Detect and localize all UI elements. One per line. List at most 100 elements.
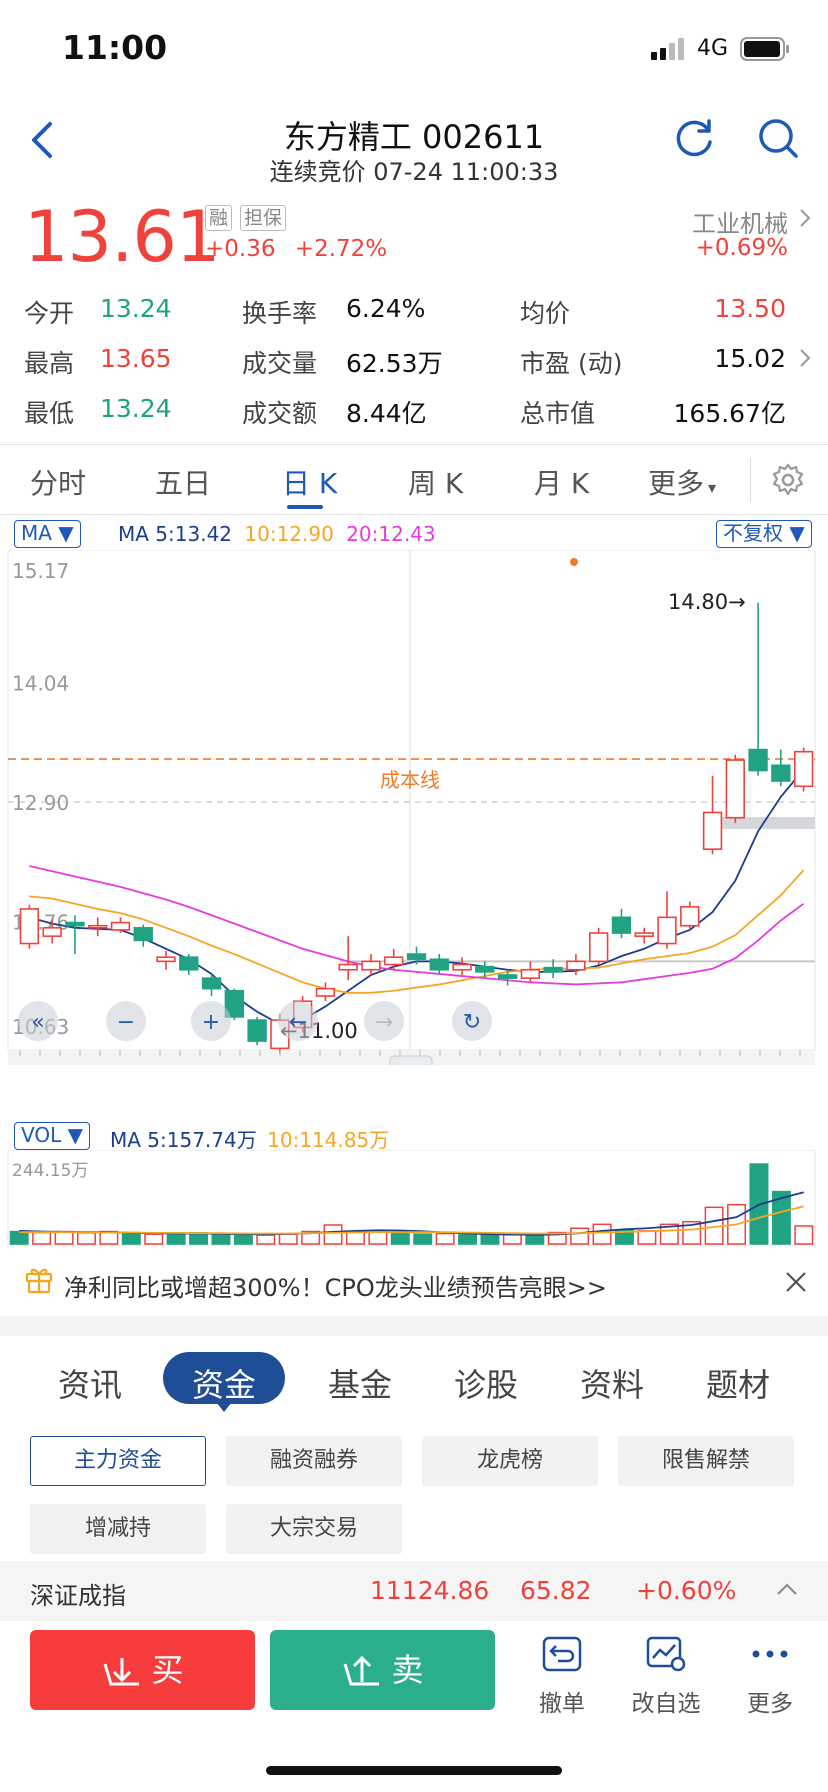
caret-down-icon: ▾ (708, 478, 717, 497)
tab-more-label: 更多 (648, 467, 705, 500)
promo-banner-text[interactable]: 净利同比或增超300%！CPO龙头业绩预告亮眼>> (64, 1274, 607, 1302)
ma10-line (29, 869, 805, 994)
stat-pe[interactable]: 15.02 (714, 344, 786, 373)
volume-bar (76, 1232, 96, 1245)
tab-monthly-k[interactable]: 月 K (534, 467, 590, 500)
zoom-reset-icon[interactable]: « (18, 1001, 58, 1041)
stat-volume: 62.53万 (346, 349, 443, 378)
pan-left-icon[interactable]: ← (278, 1001, 318, 1041)
battery-icon (740, 37, 789, 61)
adjust-selector[interactable]: 不复权 ▼ (716, 520, 812, 548)
more-label[interactable]: 更多 (747, 1691, 793, 1717)
subtab-news[interactable]: 资讯 (58, 1366, 123, 1404)
refresh-icon[interactable] (672, 116, 716, 160)
volume-bar (9, 1230, 29, 1245)
collateral-badge: 担保 (240, 205, 287, 231)
back-icon[interactable] (24, 118, 60, 162)
ma-selector[interactable]: MA ▼ (14, 520, 81, 548)
sector-name[interactable]: 工业机械 (692, 210, 788, 238)
tab-daily-k[interactable]: 日 K (282, 467, 338, 500)
edit-watchlist-label[interactable]: 改自选 (631, 1691, 701, 1717)
search-icon[interactable] (756, 116, 800, 160)
vol-ma10-line (19, 1205, 805, 1235)
candle-body (133, 927, 153, 942)
margin-badge: 融 (205, 205, 233, 231)
stat-label-open: 今开 (24, 299, 75, 328)
candle-body (315, 987, 336, 997)
stat-label-turnover: 换手率 (242, 299, 318, 328)
candle-body (725, 759, 745, 819)
cost-line-label: 成本线 (380, 768, 440, 792)
stat-amount: 8.44亿 (346, 399, 427, 428)
volume-bar (189, 1232, 209, 1245)
change-percent: +2.72% (294, 236, 388, 262)
chip-block-trade[interactable]: 大宗交易 (226, 1504, 402, 1554)
stat-label-amount: 成交额 (242, 399, 318, 428)
chip-main-funds[interactable]: 主力资金 (30, 1436, 206, 1486)
y-tick-label: 14.04 (12, 671, 69, 695)
last-price: 13.61 (24, 196, 220, 278)
volume-bar (659, 1223, 679, 1245)
rotate-icon[interactable]: ↻ (452, 1001, 492, 1041)
kline-chart[interactable]: 15.1714.0412.9011.7610.63成本线14.80→←11.00… (0, 550, 828, 1065)
chevron-up-icon[interactable] (776, 1582, 798, 1596)
section-gap (0, 1316, 828, 1336)
ma20-value: 20:12.43 (346, 522, 436, 546)
cancel-order-icon[interactable] (540, 1634, 584, 1674)
chevron-right-icon[interactable] (798, 206, 812, 230)
stat-label-pe[interactable]: 市盈 (动) (520, 349, 623, 378)
chevron-right-icon[interactable] (798, 346, 812, 370)
cancel-order-label[interactable]: 撤单 (539, 1691, 585, 1717)
candle-body (88, 924, 108, 929)
subtab-diagnosis[interactable]: 诊股 (454, 1366, 519, 1404)
ma5-value: MA 5:13.42 (118, 522, 233, 546)
subtab-theme[interactable]: 题材 (706, 1366, 771, 1404)
gear-icon[interactable] (770, 462, 806, 498)
tab-more[interactable]: 更多 ▾ (648, 462, 716, 502)
volume-chart[interactable]: 244.15万 (0, 1150, 828, 1246)
volume-bar (323, 1224, 343, 1245)
chip-unlock[interactable]: 限售解禁 (618, 1436, 794, 1486)
price-change: +0.36 +2.72% (205, 236, 387, 262)
download-arrow-icon (104, 1658, 140, 1686)
volume-bar (413, 1233, 433, 1245)
candle-body (156, 956, 176, 963)
volume-bar (480, 1234, 500, 1245)
vol-selector[interactable]: VOL ▼ (14, 1122, 90, 1150)
subtab-profile[interactable]: 资料 (580, 1366, 645, 1404)
buy-button[interactable]: 买 (30, 1630, 255, 1710)
volume-bar (32, 1231, 52, 1245)
pill-pointer (216, 1402, 232, 1412)
chip-holding-change[interactable]: 增减持 (30, 1504, 206, 1554)
close-icon[interactable] (784, 1270, 808, 1294)
tab-intraday[interactable]: 分时 (30, 467, 87, 500)
candle-body (361, 960, 381, 971)
candle-body (475, 965, 495, 973)
tab-weekly-k[interactable]: 周 K (408, 467, 464, 500)
edit-watchlist-icon[interactable] (644, 1634, 688, 1674)
subtab-funds[interactable]: 资金 (192, 1366, 257, 1404)
zoom-out-icon[interactable]: − (106, 1001, 146, 1041)
vol-max-label: 244.15万 (12, 1161, 88, 1181)
index-ticker[interactable] (0, 1561, 828, 1621)
stock-title: 东方精工 002611 (283, 118, 545, 156)
vol-frame (7, 1150, 816, 1246)
zoom-in-icon[interactable]: + (191, 1001, 231, 1041)
signal-icon (651, 38, 684, 60)
sell-button[interactable]: 卖 (270, 1630, 495, 1710)
volume-bar (256, 1234, 276, 1245)
volume-bar (144, 1233, 164, 1245)
svg-text:←: ← (289, 1010, 307, 1035)
y-tick-label: 12.90 (12, 791, 69, 815)
index-percent: +0.60% (636, 1576, 737, 1605)
chip-margin[interactable]: 融资融券 (226, 1436, 402, 1486)
pan-right-icon[interactable]: → (364, 1001, 404, 1041)
tab-five-day[interactable]: 五日 (155, 467, 212, 500)
stat-label-low: 最低 (24, 399, 75, 428)
volume-bar (435, 1232, 455, 1245)
volume-bar (278, 1233, 298, 1245)
more-dots-icon[interactable] (748, 1634, 792, 1674)
ma5-line (29, 768, 805, 1026)
subtab-fund[interactable]: 基金 (328, 1366, 393, 1404)
chip-dragon-tiger[interactable]: 龙虎榜 (422, 1436, 598, 1486)
